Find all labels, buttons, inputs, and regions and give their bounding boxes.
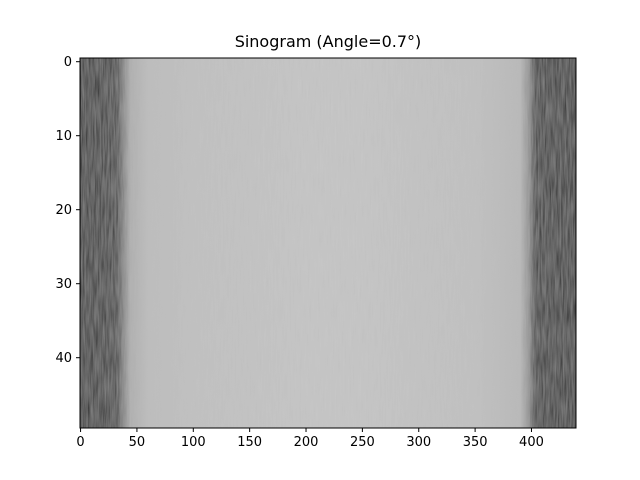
chart-title: Sinogram (Angle=0.7°) <box>234 32 422 51</box>
x-tick-label: 50 <box>129 435 146 450</box>
axes-frame <box>79 57 577 429</box>
x-tick-label: 400 <box>519 435 544 450</box>
x-axis: 0 50 100 150 200 250 300 350 400 <box>76 428 544 450</box>
y-tick-label: 40 <box>55 351 72 366</box>
y-tick-label: 0 <box>64 55 72 70</box>
x-tick-label: 0 <box>76 435 84 450</box>
x-tick-label: 300 <box>406 435 431 450</box>
plot-area <box>79 57 577 429</box>
x-tick-label: 350 <box>463 435 488 450</box>
x-tick-label: 200 <box>294 435 319 450</box>
y-tick-label: 30 <box>55 277 72 292</box>
x-tick-label: 250 <box>350 435 375 450</box>
x-tick-label: 150 <box>237 435 262 450</box>
sinogram-heatmap <box>80 58 576 428</box>
y-axis: 0 10 20 30 40 <box>55 55 80 366</box>
y-tick-label: 10 <box>55 129 72 144</box>
y-tick-label: 20 <box>55 203 72 218</box>
x-tick-label: 100 <box>181 435 206 450</box>
